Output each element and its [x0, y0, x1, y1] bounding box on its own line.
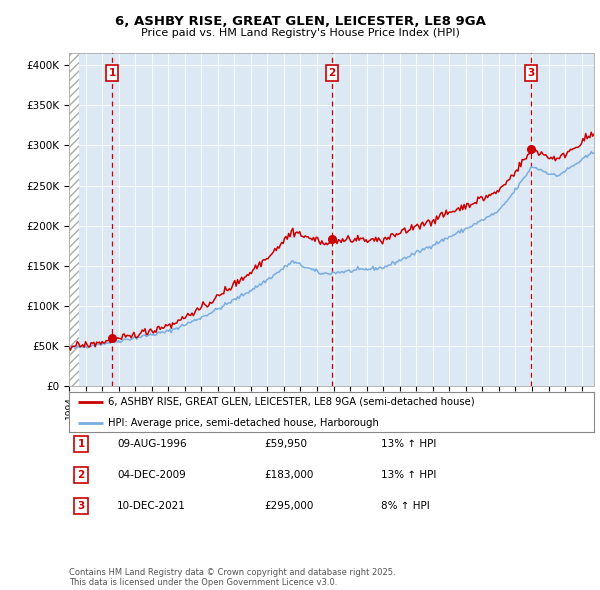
Text: 10-DEC-2021: 10-DEC-2021 — [117, 502, 186, 511]
Text: 2: 2 — [329, 68, 336, 78]
Text: 04-DEC-2009: 04-DEC-2009 — [117, 470, 186, 480]
Bar — [69, 53, 79, 386]
Text: £59,950: £59,950 — [264, 439, 307, 448]
Text: 1: 1 — [109, 68, 116, 78]
Text: 8% ↑ HPI: 8% ↑ HPI — [381, 502, 430, 511]
Text: 6, ASHBY RISE, GREAT GLEN, LEICESTER, LE8 9GA (semi-detached house): 6, ASHBY RISE, GREAT GLEN, LEICESTER, LE… — [109, 397, 475, 407]
Text: 13% ↑ HPI: 13% ↑ HPI — [381, 470, 436, 480]
Text: 1: 1 — [77, 439, 85, 448]
Text: £295,000: £295,000 — [264, 502, 313, 511]
Text: 09-AUG-1996: 09-AUG-1996 — [117, 439, 187, 448]
Text: 13% ↑ HPI: 13% ↑ HPI — [381, 439, 436, 448]
Text: Contains HM Land Registry data © Crown copyright and database right 2025.
This d: Contains HM Land Registry data © Crown c… — [69, 568, 395, 587]
Text: 3: 3 — [527, 68, 535, 78]
Text: Price paid vs. HM Land Registry's House Price Index (HPI): Price paid vs. HM Land Registry's House … — [140, 28, 460, 38]
Text: 6, ASHBY RISE, GREAT GLEN, LEICESTER, LE8 9GA: 6, ASHBY RISE, GREAT GLEN, LEICESTER, LE… — [115, 15, 485, 28]
Text: £183,000: £183,000 — [264, 470, 313, 480]
Text: 2: 2 — [77, 470, 85, 480]
Text: 3: 3 — [77, 502, 85, 511]
Text: HPI: Average price, semi-detached house, Harborough: HPI: Average price, semi-detached house,… — [109, 418, 379, 428]
